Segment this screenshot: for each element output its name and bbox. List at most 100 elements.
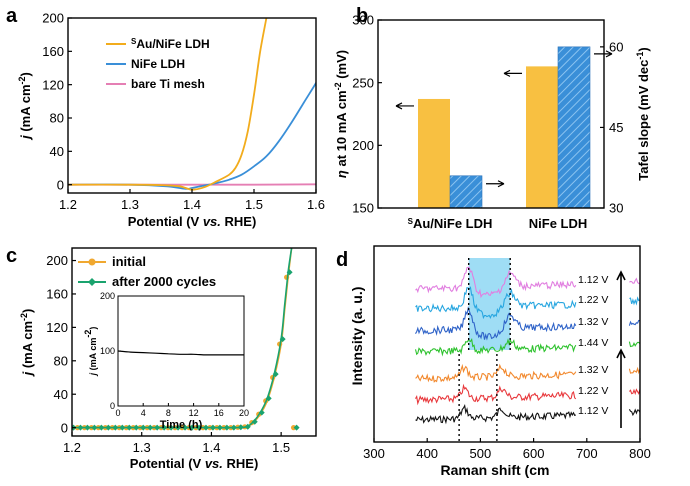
panel-d-xlabel: Raman shift (cm <box>441 462 550 478</box>
panel-c-marker-cycled <box>279 336 286 343</box>
panel-a-xtick-label: 1.6 <box>307 197 325 212</box>
panel-d-voltage-label: 1.22 V <box>578 385 608 397</box>
panel-a-xtick-label: 1.5 <box>245 197 263 212</box>
panel-d-spectrum-tail <box>628 408 641 417</box>
panel-b-arrow-right <box>594 50 613 58</box>
panel-d-spectrum <box>415 266 577 299</box>
panel-c-ylabel: j (mA cm-2) <box>19 309 35 378</box>
panel-a-ytick-label: 0 <box>57 177 64 192</box>
panel-c-marker-cycled <box>98 424 105 431</box>
panel-label-a: a <box>6 5 18 27</box>
panel-c-marker-cycled <box>182 424 189 431</box>
panel-b-category-text: NiFe LDH <box>529 216 588 231</box>
panel-c-legend-label: after 2000 cycles <box>112 274 216 289</box>
panel-d-spectrum-tail <box>628 388 641 396</box>
panel-a-legend-text: bare Ti mesh <box>131 77 205 91</box>
panel-c-inset-ytick-label: 0 <box>110 401 115 411</box>
panel-a-ytick-label: 120 <box>42 77 64 92</box>
panel-a-ylabel-part: j <box>18 135 33 141</box>
panel-c-xlabel: Potential (V vs. RHE) <box>130 456 259 471</box>
panel-a-legend-text: NiFe LDH <box>131 57 185 71</box>
panel-c-inset-xtick-label: 12 <box>189 408 199 418</box>
panel-c-marker-cycled <box>202 424 209 431</box>
panel-a-ytick-label: 200 <box>42 11 64 26</box>
panel-c-marker-cycled <box>119 424 126 431</box>
panel-c-ytick-label: 0 <box>61 420 68 435</box>
panel-c-marker-cycled <box>77 424 84 431</box>
panel-c-ytick-label: 160 <box>46 287 68 302</box>
panel-a-legend-label: SAu/NiFe LDH <box>131 37 210 52</box>
panel-c-marker-cycled <box>230 424 237 431</box>
panel-d-spectrum-tail <box>628 319 640 326</box>
panel-b-category-label: SAu/NiFe LDH <box>408 216 493 231</box>
panel-b-ylabel-right: Tafel slope (mV dec-1) <box>635 47 651 181</box>
panel-a-ylabel-part: -2 <box>17 76 27 84</box>
panel-b-ylabel-left: η at 10 mA cm-2 (mV) <box>333 50 349 178</box>
panel-c-marker-cycled <box>209 424 216 431</box>
panel-b-arrow-right <box>486 180 505 188</box>
panel-a-series-line <box>68 81 316 190</box>
panel-d-arrow-up-lower <box>616 348 626 428</box>
panel-a-lines <box>68 18 316 191</box>
panel-c-marker-cycled <box>126 424 133 431</box>
panel-a-xlabel-part: Potential (V <box>128 214 203 229</box>
panel-c-marker-cycled <box>223 424 230 431</box>
panel-b-arrow-left <box>503 69 522 77</box>
panel-c-marker-cycled <box>154 424 161 431</box>
panel-c-marker-cycled <box>140 424 147 431</box>
panel-d-voltage-label: 1.22 V <box>578 294 608 306</box>
panel-c-marker-cycled <box>286 269 293 276</box>
panel-c-ytick-label: 80 <box>54 353 68 368</box>
panel-d-spectrum-tail <box>628 341 641 348</box>
panel-d-spectrum <box>415 383 577 406</box>
panel-c-inset-ylabel-part: -2 <box>83 330 93 338</box>
panel-b-ylabel-left-part: η <box>334 170 349 178</box>
panel-d-xtick-label: 400 <box>416 446 438 461</box>
panel-b-ylabel-left-part: at 10 mA cm <box>334 90 349 170</box>
panel-b-right-ytick-label: 60 <box>609 40 623 55</box>
panel-c-marker-cycled <box>293 424 300 431</box>
panel-d-spectrum <box>415 403 577 425</box>
panel-c-inset-ylabel-part: ) <box>88 327 98 330</box>
panel-b-ylabel-right-part: -1 <box>635 52 645 60</box>
panel-c-legend-label: initial <box>112 254 146 269</box>
panel-c-marker-cycled <box>265 395 272 402</box>
panel-c-inset-xtick-label: 8 <box>166 408 171 418</box>
panel-b-ylabel-left-part: -2 <box>333 82 343 90</box>
panel-c-marker-cycled <box>84 424 91 431</box>
panel-c-inset-xtick-label: 16 <box>214 408 224 418</box>
panel-b-right-ytick-label: 45 <box>609 120 623 135</box>
panel-b-bar-tafel <box>449 175 483 209</box>
panel-c-ylabel-part: j <box>20 371 35 377</box>
panel-d-frame <box>373 245 641 443</box>
panel-c-marker-cycled <box>112 424 119 431</box>
panel-a-ylabel-part: (mA cm <box>18 84 33 135</box>
panel-d-spectrum-tail <box>629 296 641 306</box>
panel-c-ytick-label: 120 <box>46 320 68 335</box>
panel-a-chart: 1.2 1.3 1.4 1.5 1.6 0 40 80 120 160 200 Potential (… <box>17 11 325 229</box>
panel-b-bar-overpotential <box>418 98 450 208</box>
panel-c-inset-ylabel: j (mA cm-2) <box>83 327 98 377</box>
panel-c-marker-cycled <box>189 424 196 431</box>
panel-a-xlabel: Potential (V vs. RHE) <box>128 214 257 229</box>
panel-d-xtick-label: 300 <box>363 446 385 461</box>
panel-c-marker-cycled <box>133 424 140 431</box>
panel-c-inset-line <box>117 350 244 356</box>
panel-a-legend-label: bare Ti mesh <box>131 77 205 91</box>
panel-b-ylabel-right-part: Tafel slope (mV dec <box>636 60 651 181</box>
panel-c-inset-xlabel: Time (h) <box>160 419 203 431</box>
panel-c-inset-ylabel-part: j <box>88 372 98 376</box>
panel-c-marker-cycled <box>258 409 265 416</box>
panel-c-legend-marker <box>88 278 96 286</box>
panel-d-xtick-label: 500 <box>470 446 492 461</box>
panel-a-xlabel-part: vs. <box>203 214 221 229</box>
panel-b-bar-tafel <box>557 46 591 209</box>
panel-a-ylabel: j (mA cm-2) <box>17 72 33 141</box>
panel-d-spectrum <box>414 337 577 357</box>
panel-c-inset-frame <box>117 295 245 407</box>
panel-d-spectrum <box>415 286 577 320</box>
panel-c-marker-cycled <box>175 424 182 431</box>
panel-d-voltage-label: 1.12 V <box>578 405 608 417</box>
panel-c-inset-ytick-label: 100 <box>100 346 115 356</box>
